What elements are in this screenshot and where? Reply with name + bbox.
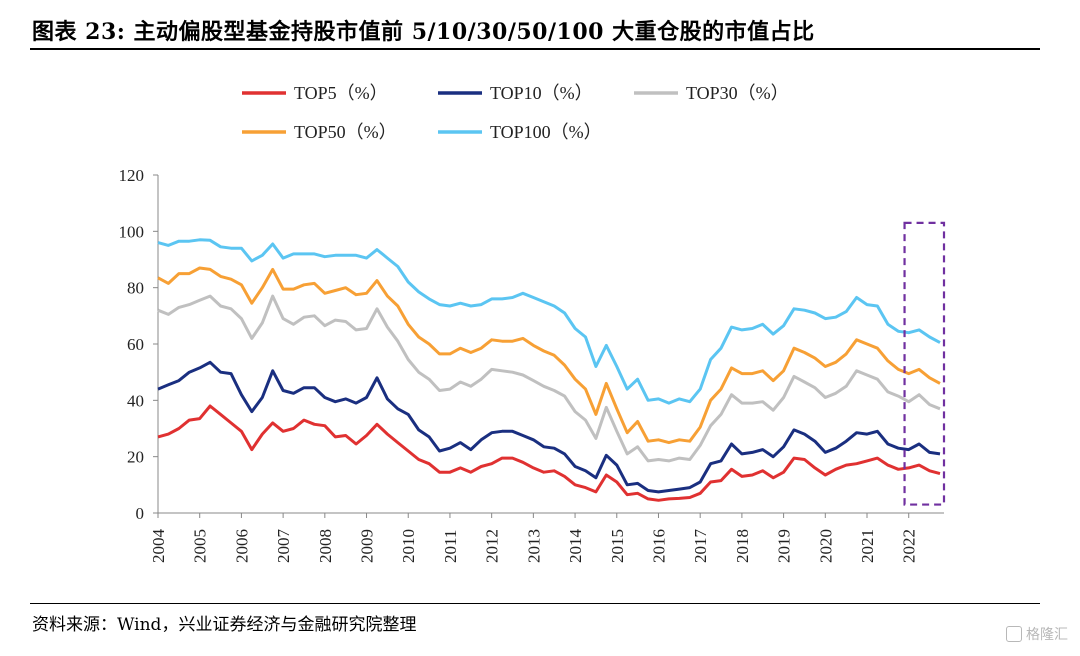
y-tick-label: 20 bbox=[127, 448, 144, 467]
x-tick-label: 2008 bbox=[316, 529, 335, 563]
x-tick-label: 2014 bbox=[566, 529, 585, 564]
series-line-0 bbox=[157, 404, 941, 502]
x-tick-label: 2006 bbox=[232, 529, 251, 563]
series-lines bbox=[157, 238, 941, 502]
source-note: 资料来源：Wind，兴业证券经济与金融研究院整理 bbox=[32, 615, 417, 635]
chart-legend: TOP5（%） TOP10（%） TOP30（%） TOP50（%） TOP100（%） bbox=[242, 83, 789, 142]
x-tick-label: 2021 bbox=[858, 529, 877, 563]
series-line-4 bbox=[157, 238, 941, 405]
x-tick-label: 2012 bbox=[483, 529, 502, 563]
x-tick-label: 2005 bbox=[191, 529, 210, 563]
x-tick-label: 2019 bbox=[775, 529, 794, 563]
series-line-3 bbox=[157, 266, 941, 445]
legend-label-2: TOP30（%） bbox=[686, 83, 789, 103]
watermark-text: 格隆汇 bbox=[1026, 627, 1068, 643]
x-tick-label: 2022 bbox=[900, 529, 919, 563]
legend-label-0: TOP5（%） bbox=[294, 83, 388, 103]
y-tick-label: 100 bbox=[119, 222, 145, 241]
legend-label-1: TOP10（%） bbox=[490, 83, 593, 103]
y-tick-label: 120 bbox=[119, 166, 145, 185]
x-tick-label: 2020 bbox=[816, 529, 835, 563]
legend-label-3: TOP50（%） bbox=[294, 122, 397, 142]
series-line-1 bbox=[157, 360, 941, 494]
y-tick-label: 40 bbox=[127, 391, 144, 410]
x-tick-label: 2017 bbox=[691, 529, 710, 564]
x-tick-label: 2009 bbox=[358, 529, 377, 563]
legend-label-4: TOP100（%） bbox=[490, 122, 602, 142]
y-tick-label: 60 bbox=[127, 335, 144, 354]
top-rule bbox=[30, 48, 1040, 50]
line-chart: TOP5（%） TOP10（%） TOP30（%） TOP50（%） TOP100（%）… bbox=[119, 83, 946, 564]
axes: 0 20 40 60 80 100 120 2004 2005 2006 2007 2008 2009 2… bbox=[119, 166, 944, 564]
highlight-rect bbox=[903, 221, 946, 506]
y-tick-label: 80 bbox=[127, 279, 144, 298]
series-line-2 bbox=[157, 294, 941, 463]
x-tick-label: 2016 bbox=[649, 529, 668, 563]
watermark: 格隆汇 bbox=[1006, 624, 1068, 644]
bottom-rule bbox=[30, 603, 1040, 604]
chart-title: 图表 23: 主动偏股型基金持股市值前 5/10/30/50/100 大重仓股的… bbox=[32, 19, 815, 45]
x-tick-label: 2015 bbox=[608, 529, 627, 563]
x-tick-label: 2010 bbox=[399, 529, 418, 563]
watermark-logo-icon bbox=[1006, 626, 1022, 642]
x-tick-label: 2011 bbox=[441, 530, 460, 563]
x-tick-label: 2013 bbox=[524, 529, 543, 563]
highlight-box bbox=[903, 221, 946, 506]
x-tick-label: 2018 bbox=[733, 529, 752, 563]
y-tick-label: 0 bbox=[136, 504, 145, 523]
x-tick-label: 2004 bbox=[149, 529, 168, 564]
x-tick-label: 2007 bbox=[274, 529, 293, 564]
